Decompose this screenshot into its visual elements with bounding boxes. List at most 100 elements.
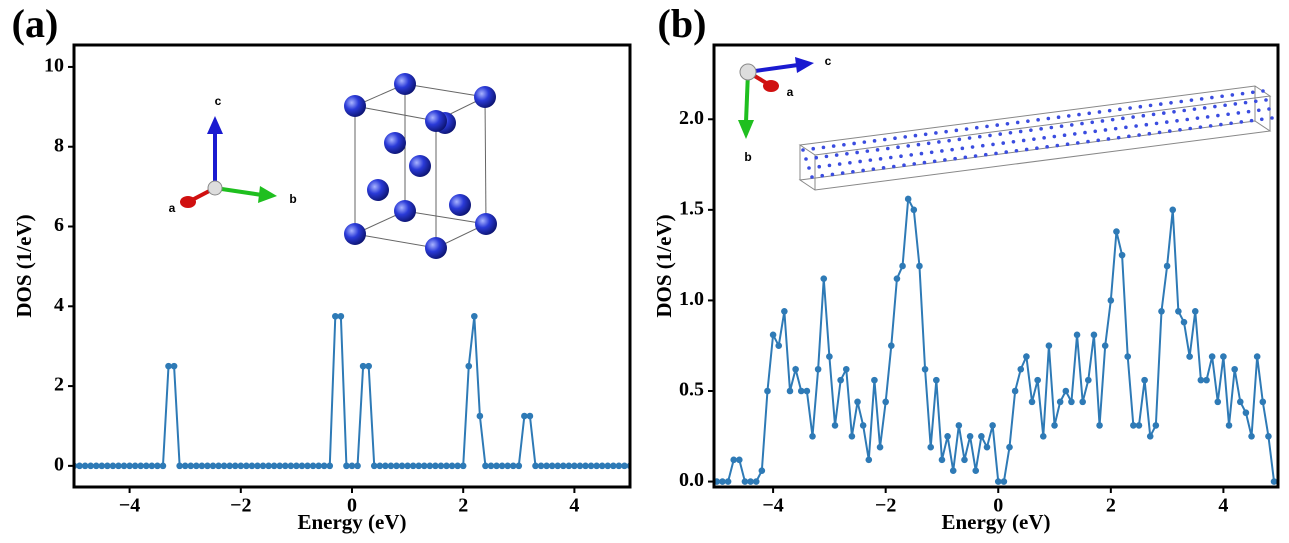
plot-area: [74, 312, 630, 470]
rod-atom: [953, 156, 957, 161]
dos-point: [432, 462, 439, 470]
dos-point: [854, 398, 861, 406]
dos-point: [758, 467, 766, 474]
rod-atom: [906, 144, 911, 148]
rod-atom: [1230, 93, 1235, 97]
rod-atom: [868, 158, 873, 162]
rod-atom: [1250, 90, 1255, 95]
rod-atom: [872, 139, 877, 143]
dos-point: [994, 478, 1002, 485]
rod-atom: [1223, 103, 1227, 108]
x-tick-label: 2: [458, 495, 468, 517]
rod-atom: [831, 144, 836, 148]
dos-point: [343, 462, 350, 470]
y-tick-label: 1.5: [679, 197, 704, 219]
rod-atom: [861, 168, 865, 173]
dos-point: [1253, 353, 1261, 360]
y-tick-label: 0.0: [679, 469, 704, 491]
x-tick-label: 0: [993, 495, 1003, 517]
rod-atom: [881, 166, 886, 170]
rod-atom: [842, 142, 846, 147]
rod-atom: [1087, 111, 1092, 116]
axis-letter: b: [744, 150, 751, 164]
rod-atom: [1270, 116, 1274, 120]
dos-point: [87, 462, 94, 470]
rod-atom: [1147, 131, 1152, 136]
dos-point: [437, 462, 445, 470]
dos-point: [1028, 398, 1036, 406]
panel-label: (a): [12, 1, 59, 46]
dos-point: [120, 462, 128, 470]
dos-point: [910, 206, 918, 214]
rod-atom: [944, 129, 948, 134]
axis-letter: a: [787, 85, 794, 99]
dos-point: [1006, 443, 1013, 451]
rod-atom: [929, 150, 934, 155]
dos-point: [515, 462, 523, 470]
rod-atom: [1172, 110, 1176, 114]
rod-atom: [1062, 133, 1067, 138]
rod-atom: [878, 157, 883, 161]
rod-atom: [954, 128, 959, 133]
dos-point: [764, 387, 771, 395]
rod-atom: [1077, 112, 1081, 117]
dos-point: [1090, 331, 1098, 339]
rod-atom: [855, 150, 859, 155]
dos-point: [1056, 398, 1064, 406]
rod-atom: [891, 164, 896, 169]
dos-point: [304, 462, 311, 470]
dos-point: [893, 275, 901, 282]
rod-atom: [1264, 98, 1268, 102]
dos-point: [565, 462, 573, 470]
dos-point: [775, 342, 783, 350]
dos-point: [348, 462, 356, 470]
dos-point: [1011, 387, 1019, 395]
rod-atom: [1039, 127, 1043, 131]
dos-point: [187, 462, 195, 470]
rod-atom: [1134, 124, 1138, 128]
rod-atom: [1032, 137, 1036, 141]
dos-point: [1248, 432, 1255, 440]
dos-point: [1208, 353, 1216, 360]
rod-atom: [811, 146, 816, 151]
dos-point: [719, 478, 726, 485]
dos-point: [1135, 422, 1143, 429]
dos-point: [81, 462, 89, 470]
rod-atom: [1026, 119, 1030, 123]
rod-atom: [1121, 116, 1125, 121]
rod-atom: [824, 154, 829, 159]
dos-point: [1265, 432, 1272, 440]
dos-point: [1158, 307, 1165, 315]
rod-atom: [1080, 121, 1084, 126]
dos-point: [415, 462, 423, 470]
dos-point: [109, 462, 117, 470]
rod-atom: [1131, 115, 1135, 119]
dos-point: [393, 462, 400, 470]
x-tick-label: 2: [1106, 495, 1116, 517]
y-tick-label: 0: [54, 453, 64, 475]
dos-point: [521, 412, 528, 420]
dos-point: [170, 362, 178, 370]
rod-atom: [1014, 148, 1019, 153]
rod-atom: [919, 151, 924, 156]
dos-point: [337, 312, 345, 320]
dos-point: [1191, 307, 1199, 315]
dos-point: [944, 432, 951, 440]
rod-atom: [1192, 107, 1197, 111]
dos-point: [148, 462, 156, 470]
dos-point: [848, 432, 856, 440]
y-tick-label: 4: [54, 294, 64, 316]
dos-point: [548, 462, 556, 470]
dos-point: [598, 462, 606, 470]
rod-atom: [913, 133, 918, 138]
rod-atom: [1005, 121, 1010, 126]
dos-point: [714, 478, 721, 485]
dos-point: [370, 462, 378, 470]
rod-atom: [967, 136, 972, 140]
axis-letter: c: [215, 94, 222, 108]
dos-point: [989, 422, 996, 429]
dos-point: [382, 462, 389, 470]
dos-point: [220, 462, 228, 470]
dos-point: [465, 362, 473, 370]
dos-point: [165, 362, 172, 370]
